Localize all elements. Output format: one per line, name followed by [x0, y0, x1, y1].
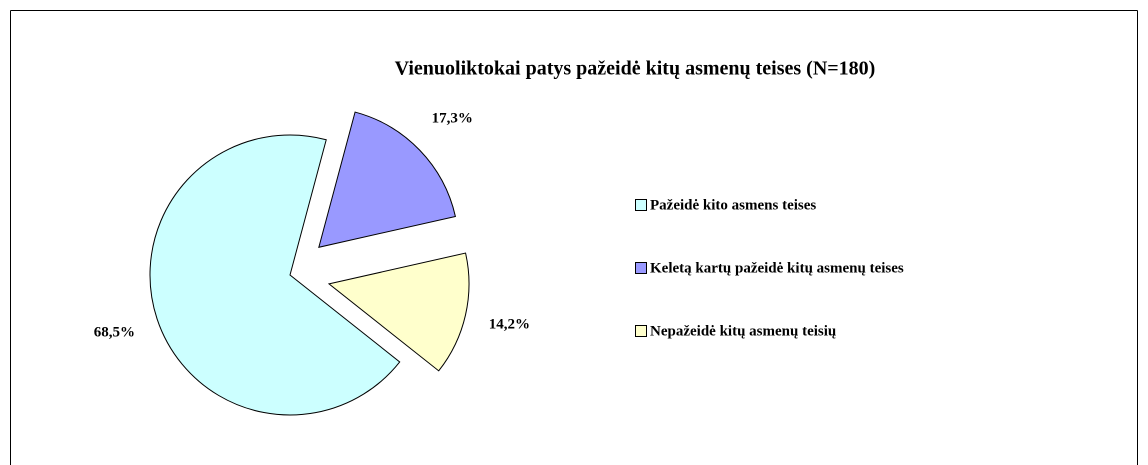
legend-label: Nepažeidė kitų asmenų teisių: [650, 323, 836, 339]
chart-title: Vienuoliktokai patys pažeidė kitų asmenų…: [395, 58, 876, 80]
legend-label: Pažeidė kito asmens teises: [650, 197, 816, 213]
pie-slice: [318, 111, 457, 248]
legend-label: Keletą kartų pažeidė kitų asmenų teises: [650, 260, 904, 276]
pie-slice: [149, 134, 401, 416]
pie-slice: [327, 252, 470, 372]
data-label: 14,2%: [489, 316, 530, 332]
legend-swatch: [635, 199, 647, 211]
data-label: 17,3%: [432, 111, 473, 127]
legend-swatch: [635, 325, 647, 337]
data-label: 68,5%: [94, 325, 135, 341]
legend-swatch: [635, 262, 647, 274]
